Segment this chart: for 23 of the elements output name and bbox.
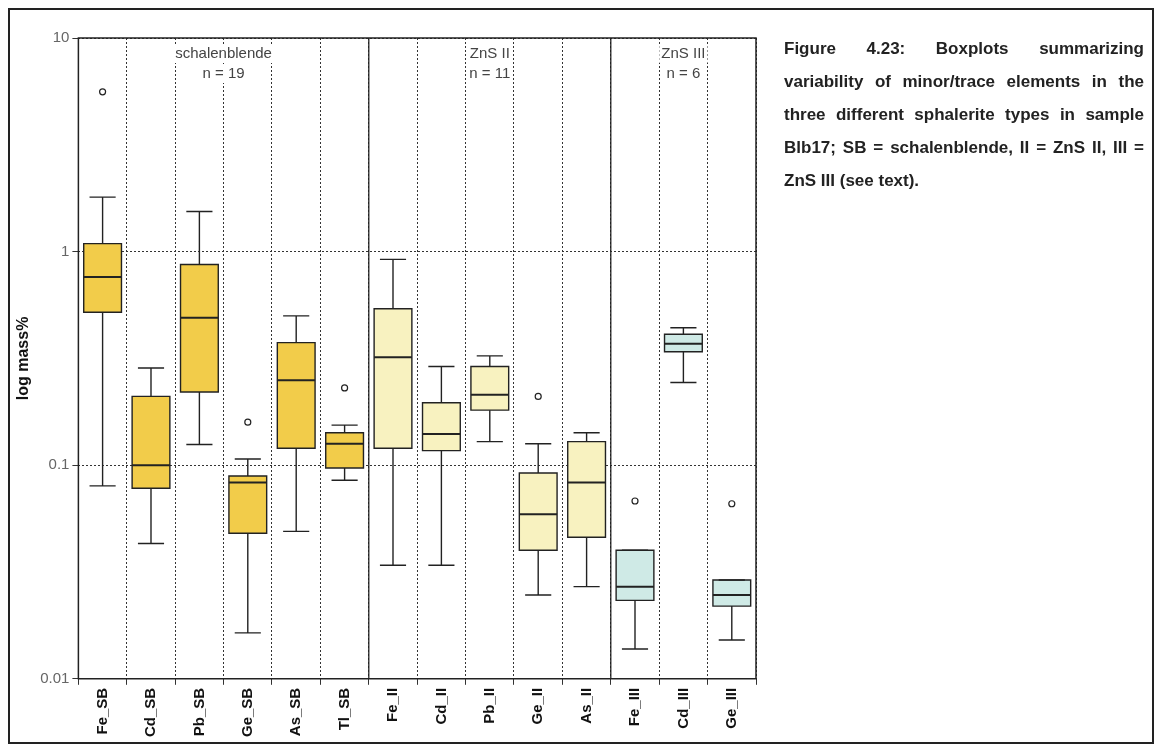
y-tick-label: 1 xyxy=(61,241,70,259)
x-tick-label: Fe_II xyxy=(383,687,401,722)
annotation: ZnS II n = 11 xyxy=(469,43,511,81)
x-tick-label: As_II xyxy=(576,687,594,724)
x-tick-label: Fe_III xyxy=(625,687,643,727)
caption: Figure 4.23: Boxplots summarizing variability of minor/trace elements in the three different sphalerite types in sample Blb17; SB = schalenblende, II = ZnS II, III = ZnS III (see text). xyxy=(784,38,1144,192)
x-tick-label: Fe_SB xyxy=(92,687,110,735)
annotation: schalenblende n = 19 xyxy=(175,43,272,81)
y-tick-label: 0.1 xyxy=(48,455,70,473)
x-tick-label: Ge_SB xyxy=(237,687,255,738)
x-tick-label: Pb_II xyxy=(479,687,497,724)
x-tick-label: Cd_II xyxy=(431,687,449,725)
y-tick-label: 10 xyxy=(52,28,70,46)
x-tick-label: Tl_SB xyxy=(334,687,352,731)
y-tick-label: 0.01 xyxy=(40,668,70,686)
x-tick-label: As_SB xyxy=(286,687,304,737)
x-tick-label: Pb_SB xyxy=(189,687,207,737)
x-tick-label: Ge_III xyxy=(721,687,739,729)
x-tick-label: Cd_SB xyxy=(141,687,159,737)
annotation: ZnS III n = 6 xyxy=(661,43,706,81)
x-tick-label: Ge_II xyxy=(528,687,546,725)
x-tick-label: Cd_III xyxy=(673,687,691,729)
y-axis-title: log mass% xyxy=(14,316,32,401)
